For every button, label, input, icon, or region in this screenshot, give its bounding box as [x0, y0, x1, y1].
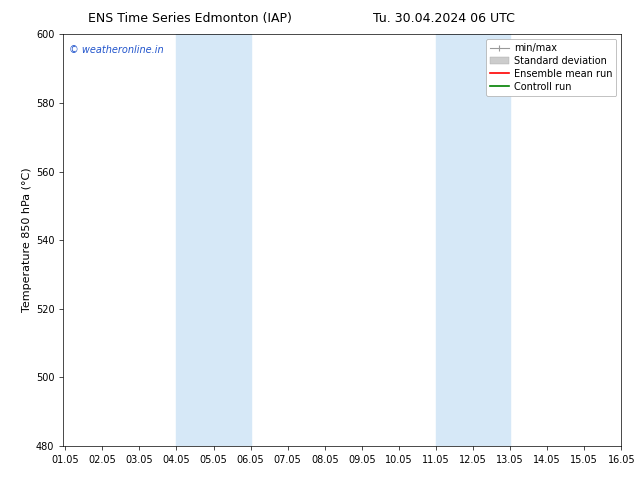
Legend: min/max, Standard deviation, Ensemble mean run, Controll run: min/max, Standard deviation, Ensemble me… — [486, 39, 616, 96]
Text: Tu. 30.04.2024 06 UTC: Tu. 30.04.2024 06 UTC — [373, 12, 515, 25]
Text: © weatheronline.in: © weatheronline.in — [69, 45, 164, 54]
Bar — [176, 34, 250, 446]
Y-axis label: Temperature 850 hPa (°C): Temperature 850 hPa (°C) — [22, 168, 32, 313]
Bar — [436, 34, 510, 446]
Text: ENS Time Series Edmonton (IAP): ENS Time Series Edmonton (IAP) — [88, 12, 292, 25]
